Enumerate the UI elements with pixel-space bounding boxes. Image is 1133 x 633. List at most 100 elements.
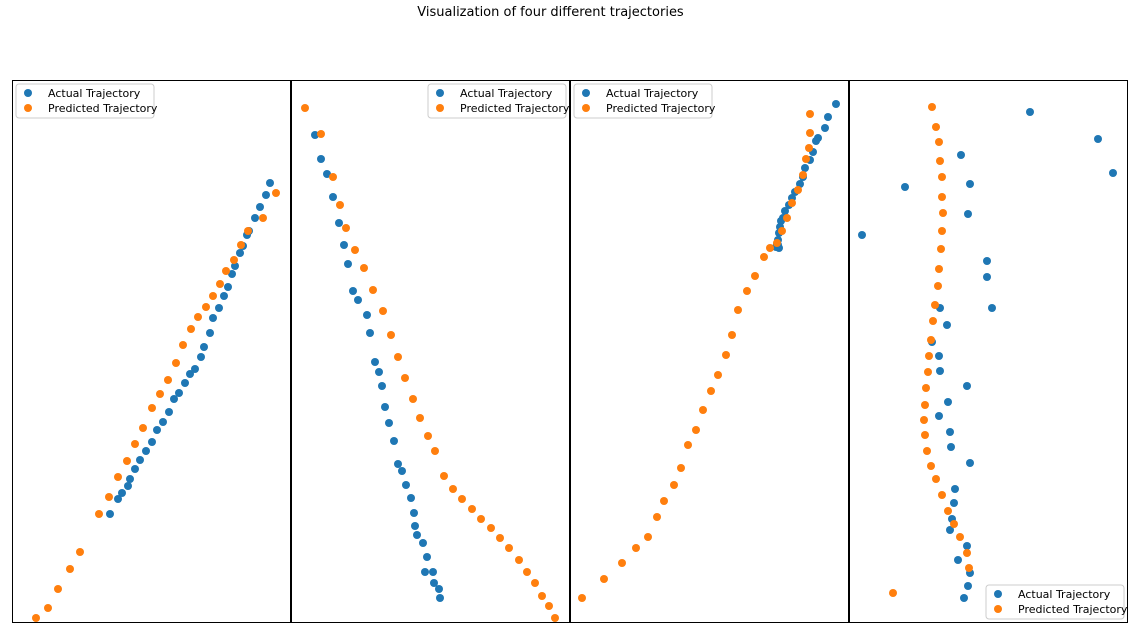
predicted-point: [936, 157, 944, 165]
actual-point: [136, 456, 144, 464]
legend-box: [573, 83, 713, 119]
actual-point: [126, 475, 134, 483]
predicted-point: [692, 426, 700, 434]
actual-point: [411, 522, 419, 530]
actual-point: [323, 170, 331, 178]
legend-marker-predicted: [436, 104, 444, 112]
panel-4-points: [858, 103, 1117, 602]
predicted-point: [921, 401, 929, 409]
predicted-point: [369, 286, 377, 294]
actual-point: [385, 419, 393, 427]
predicted-point: [932, 123, 940, 131]
predicted-point: [799, 171, 807, 179]
actual-point: [821, 124, 829, 132]
actual-point: [349, 287, 357, 295]
predicted-point: [187, 325, 195, 333]
actual-point: [266, 179, 274, 187]
predicted-point: [707, 387, 715, 395]
legend-label-predicted: Predicted Trajectory: [460, 102, 570, 115]
actual-point: [781, 207, 789, 215]
actual-point: [964, 210, 972, 218]
predicted-point: [751, 272, 759, 280]
predicted-point: [139, 424, 147, 432]
actual-point: [413, 531, 421, 539]
predicted-point: [317, 130, 325, 138]
actual-point: [344, 260, 352, 268]
actual-point: [943, 321, 951, 329]
legend-box: [985, 584, 1125, 620]
actual-point: [964, 582, 972, 590]
predicted-point: [156, 390, 164, 398]
actual-point: [1109, 169, 1117, 177]
actual-point: [131, 465, 139, 473]
legend-marker-predicted: [582, 104, 590, 112]
legend-label-actual: Actual Trajectory: [1018, 588, 1111, 601]
actual-point: [311, 131, 319, 139]
legend: Actual Trajectory Predicted Trajectory: [427, 83, 570, 119]
predicted-point: [934, 282, 942, 290]
predicted-point: [209, 292, 217, 300]
actual-point: [186, 370, 194, 378]
actual-point: [165, 408, 173, 416]
predicted-point: [684, 441, 692, 449]
actual-point: [935, 412, 943, 420]
actual-point: [159, 418, 167, 426]
actual-point: [946, 526, 954, 534]
actual-point: [394, 460, 402, 468]
actual-point: [256, 203, 264, 211]
predicted-point: [379, 307, 387, 315]
predicted-point: [802, 155, 810, 163]
predicted-point: [929, 317, 937, 325]
predicted-point: [505, 544, 513, 552]
predicted-point: [931, 301, 939, 309]
predicted-point: [773, 239, 781, 247]
predicted-point: [788, 199, 796, 207]
legend-marker-actual: [436, 89, 444, 97]
actual-point: [947, 443, 955, 451]
legend-box: [15, 83, 155, 119]
predicted-point: [523, 568, 531, 576]
actual-point: [410, 509, 418, 517]
panel-frame: [570, 80, 849, 623]
legend-label-predicted: Predicted Trajectory: [1018, 603, 1128, 616]
predicted-point: [148, 404, 156, 412]
actual-point: [228, 270, 236, 278]
actual-point: [954, 556, 962, 564]
legend-label-actual: Actual Trajectory: [460, 87, 553, 100]
predicted-point: [928, 103, 936, 111]
actual-point: [901, 183, 909, 191]
predicted-point: [114, 473, 122, 481]
legend-label-predicted: Predicted Trajectory: [606, 102, 716, 115]
predicted-point: [722, 351, 730, 359]
actual-point: [824, 113, 832, 121]
predicted-point: [449, 485, 457, 493]
predicted-point: [806, 129, 814, 137]
predicted-point: [937, 245, 945, 253]
predicted-point: [939, 209, 947, 217]
actual-point: [197, 353, 205, 361]
actual-point: [200, 343, 208, 351]
predicted-point: [360, 264, 368, 272]
predicted-point: [783, 214, 791, 222]
predicted-point: [670, 481, 678, 489]
predicted-point: [515, 556, 523, 564]
actual-point: [251, 214, 259, 222]
predicted-point: [409, 395, 417, 403]
actual-point: [983, 273, 991, 281]
actual-point: [1094, 135, 1102, 143]
actual-point: [329, 193, 337, 201]
legend-marker-predicted: [24, 104, 32, 112]
predicted-point: [965, 564, 973, 572]
actual-point: [170, 395, 178, 403]
actual-point: [1026, 108, 1034, 116]
actual-point: [419, 539, 427, 547]
predicted-point: [164, 376, 172, 384]
predicted-point: [889, 589, 897, 597]
predicted-point: [123, 457, 131, 465]
actual-point: [215, 304, 223, 312]
actual-point: [375, 368, 383, 376]
actual-point: [142, 447, 150, 455]
predicted-point: [194, 313, 202, 321]
legend-label-actual: Actual Trajectory: [48, 87, 141, 100]
